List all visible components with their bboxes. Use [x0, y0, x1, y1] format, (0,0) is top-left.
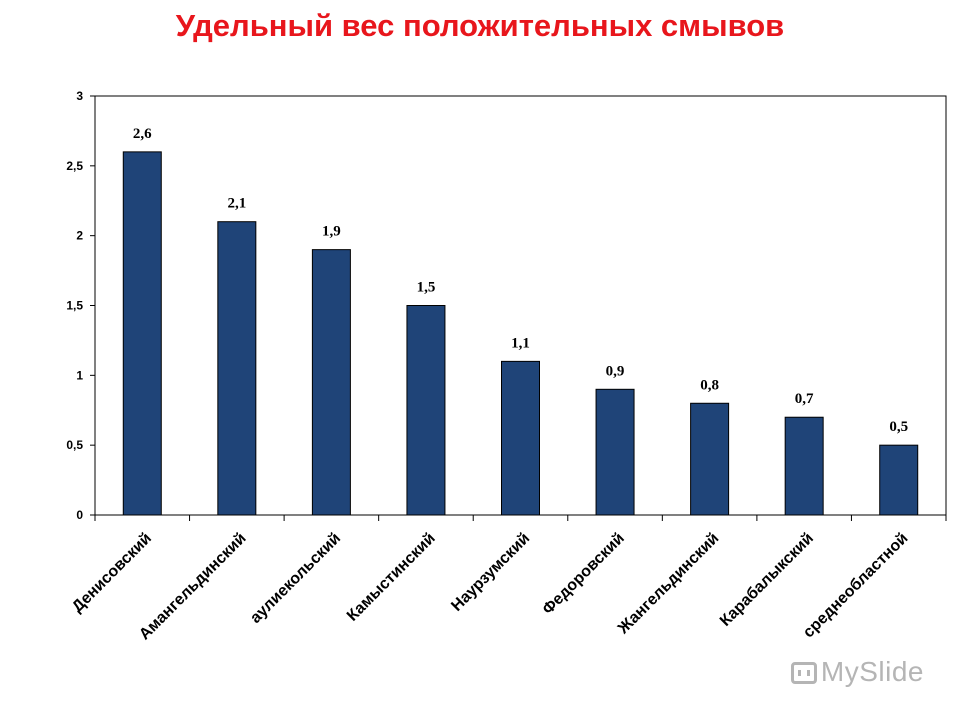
- y-tick-label: 1,5: [66, 299, 83, 313]
- data-label: 1,9: [322, 224, 341, 240]
- data-label: 2,6: [133, 126, 152, 142]
- bar[interactable]: [784, 416, 824, 516]
- y-tick-label: 3: [76, 89, 83, 103]
- bar[interactable]: [501, 360, 540, 516]
- x-tick-label: Карабалыкский: [717, 530, 817, 630]
- y-tick-label: 0: [76, 508, 83, 522]
- bar[interactable]: [311, 249, 351, 516]
- bar[interactable]: [879, 444, 919, 516]
- data-label: 0,9: [606, 363, 625, 379]
- x-tick-label: Амангельдинский: [136, 530, 250, 644]
- x-tick-label: Денисовский: [69, 530, 155, 616]
- x-tick-label: Жангельдинский: [614, 530, 722, 638]
- x-tick-label: Федоровский: [539, 530, 627, 618]
- bar[interactable]: [595, 388, 635, 516]
- x-tick-label: аулиекольский: [247, 530, 344, 627]
- bar[interactable]: [122, 151, 162, 516]
- y-tick-label: 2: [76, 229, 83, 243]
- data-label: 1,5: [417, 280, 436, 296]
- data-label: 0,7: [795, 391, 814, 407]
- chart-title: Удельный вес положительных смывов: [175, 8, 785, 43]
- data-label: 0,8: [700, 377, 719, 393]
- y-tick-label: 1: [76, 368, 83, 382]
- x-tick-label: Наурзумский: [448, 530, 533, 615]
- data-label: 0,5: [889, 419, 908, 435]
- y-tick-label: 2,5: [66, 159, 83, 173]
- watermark: MySlide: [790, 656, 924, 688]
- bar[interactable]: [690, 402, 730, 516]
- watermark-text: MySlide: [820, 656, 924, 687]
- bar[interactable]: [217, 221, 257, 516]
- x-tick-label: среднеобластной: [800, 530, 911, 641]
- bar[interactable]: [406, 305, 446, 516]
- x-tick-label: Камыстинский: [344, 530, 439, 625]
- y-tick-label: 0,5: [66, 438, 83, 452]
- slides-icon: [790, 662, 817, 684]
- data-label: 2,1: [227, 196, 246, 212]
- data-label: 1,1: [511, 335, 530, 351]
